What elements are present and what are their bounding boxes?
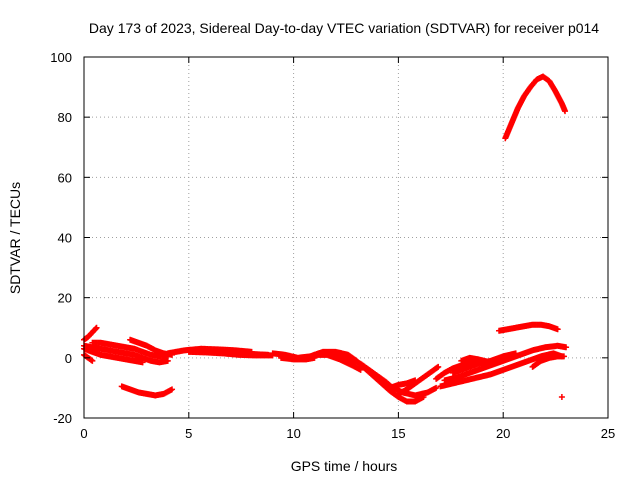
y-tick-label: 40 (58, 231, 72, 246)
series-arc-18 (395, 363, 442, 397)
data-point (433, 384, 440, 391)
data-point (357, 366, 364, 373)
x-tick-label: 10 (286, 426, 300, 441)
data-point (89, 357, 96, 364)
series-arc-12 (278, 354, 318, 363)
x-tick-label: 15 (391, 426, 405, 441)
x-tick-label: 5 (185, 426, 192, 441)
data-point (512, 350, 519, 357)
data-point (562, 108, 569, 115)
y-tick-label: 100 (50, 50, 72, 65)
data-point (435, 363, 442, 370)
series-arc-1 (81, 324, 100, 343)
series-arc-2 (81, 342, 171, 366)
data-point (139, 359, 146, 366)
grid-lines (84, 57, 608, 418)
y-tick-label: 80 (58, 110, 72, 125)
axis-ticks: 0 5 10 15 20 25 -20 0 20 40 60 80 100 (50, 50, 615, 441)
series-arc-5 (89, 339, 171, 360)
series-arc-25 (529, 353, 567, 370)
data-point (554, 326, 561, 333)
x-tick-label: 25 (601, 426, 615, 441)
data-point (560, 353, 567, 360)
x-tick-label: 0 (80, 426, 87, 441)
y-axis-label: SDTVAR / TECUs (7, 182, 23, 294)
data-point (558, 393, 565, 400)
x-axis-label: GPS time / hours (291, 458, 398, 474)
y-tick-label: -20 (53, 411, 72, 426)
y-tick-label: 60 (58, 170, 72, 185)
series-arc-10 (238, 350, 272, 358)
data-point (93, 324, 100, 331)
y-tick-label: 20 (58, 291, 72, 306)
series-arc-7 (118, 383, 176, 399)
data-point (496, 357, 503, 364)
data-point (169, 386, 176, 393)
series-arc-26 (558, 393, 565, 400)
series-arc-24 (496, 321, 561, 334)
series-arc-6 (127, 336, 176, 358)
series-arc-3 (81, 345, 146, 366)
series-arc-23 (458, 354, 503, 366)
series-arc-15 (311, 351, 364, 373)
data-point (563, 344, 570, 351)
data-points (81, 73, 570, 405)
y-tick-label: 0 (65, 351, 72, 366)
x-tick-label: 20 (496, 426, 510, 441)
series-arc-27 (502, 73, 569, 142)
data-point (265, 351, 272, 358)
chart-title: Day 173 of 2023, Sidereal Day-to-day VTE… (89, 20, 599, 36)
